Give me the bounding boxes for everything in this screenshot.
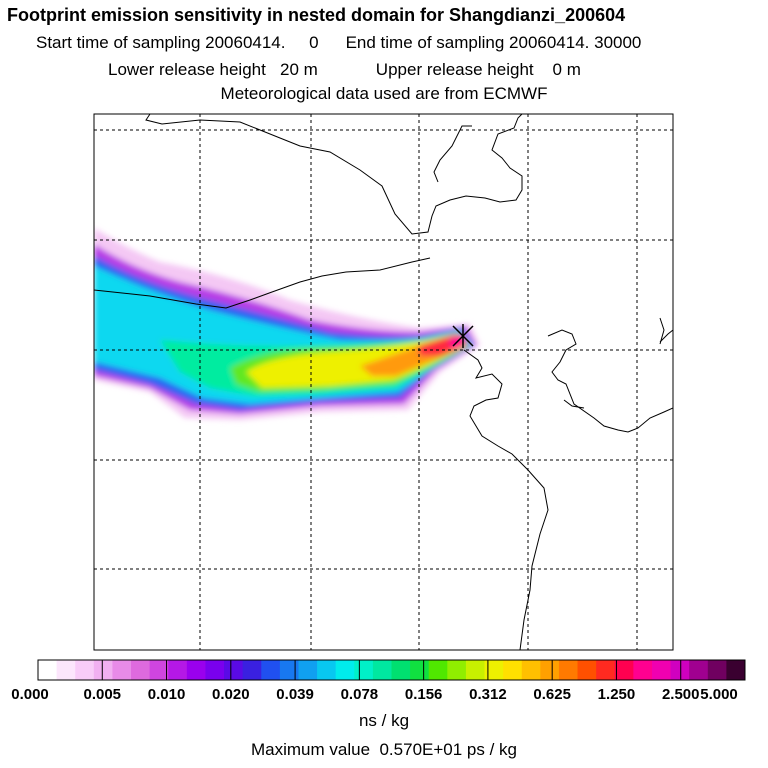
coastline [94,114,673,650]
colorbar-swatch [317,660,337,680]
colorbar [37,659,746,681]
colorbar-swatch [112,660,132,680]
upper-height-label: Upper release height 0 m [375,60,581,79]
end-time-label: End time of sampling 20060414. 30000 [345,33,642,52]
colorbar-swatch [614,660,634,680]
station-cross-icon [452,324,474,348]
colorbar-swatch [484,660,504,680]
colorbar-swatch [186,660,206,680]
colorbar-swatch [224,660,244,680]
colorbar-swatch [521,660,541,680]
colorbar-swatch [633,660,653,680]
colorbar-swatch [465,660,486,680]
colorbar-swatch [707,660,727,680]
colorbar-tick-label: 0.020 [212,686,250,703]
release-height-line: Lower release height 20 m Upper release h… [108,60,581,80]
colorbar-tick-label: 0.078 [340,686,379,703]
met-data-label: Meteorological data used are from ECMWF [220,84,548,103]
colorbar-swatch [93,660,113,680]
colorbar-tick-label: 2.500 [661,686,700,703]
colorbar-tick-label: 5.000 [700,686,738,703]
colorbar-swatch [410,660,430,680]
colorbar-swatch [372,660,392,680]
colorbar-swatch [149,660,169,680]
colorbar-frame [37,659,746,681]
colorbar-swatch [447,660,467,680]
lower-height-label: Lower release height 20 m [108,60,318,79]
lat-lon-grid [94,114,673,650]
colorbar-tick-label: 0.000 [11,686,49,703]
colorbar-swatch [726,660,746,680]
colorbar-swatch [298,660,318,680]
colorbar-swatch [242,660,262,680]
colorbar-tick-label: 0.039 [276,686,314,703]
colorbar-swatch [335,660,355,680]
colorbar-swatch [354,660,374,680]
colorbar-swatch [56,660,76,680]
start-time-label: Start time of sampling 20060414. 0 [36,33,319,52]
colorbar-swatch [279,660,299,680]
colorbar-swatch [651,660,672,680]
colorbar-tick-label: 0.010 [147,686,186,703]
colorbar-swatch [577,660,597,680]
colorbar-swatch [38,660,58,680]
colorbar-swatch [131,660,151,680]
colorbar-swatch [391,660,411,680]
colorbar-swatch [75,660,95,680]
colorbar-swatch [540,660,560,680]
colorbar-swatch [503,660,523,680]
colorbar-swatch [689,660,709,680]
colorbar-swatch [670,660,690,680]
colorbar-tick-label: 0.312 [469,686,507,703]
colorbar-swatch [205,660,225,680]
map-frame [93,113,674,651]
colorbar-tick-label: 0.625 [533,686,571,703]
colorbar-swatch [596,660,616,680]
sampling-time-line: Start time of sampling 20060414. 0 End ti… [36,33,641,53]
colorbar-swatch [168,660,188,680]
colorbar-unit-label: ns / kg [358,711,410,730]
footprint-plume [94,228,480,420]
colorbar-tick-label: 0.156 [404,686,443,703]
colorbar-swatch [261,660,281,680]
colorbar-swatch [428,660,448,680]
map-title: Footprint emission sensitivity in nested… [7,5,626,25]
colorbar-swatch [558,660,579,680]
maximum-value-label: Maximum value 0.570E+01 ps / kg [251,740,517,759]
colorbar-tick-label: 1.250 [597,686,636,703]
colorbar-tick-label: 0.005 [83,686,122,703]
